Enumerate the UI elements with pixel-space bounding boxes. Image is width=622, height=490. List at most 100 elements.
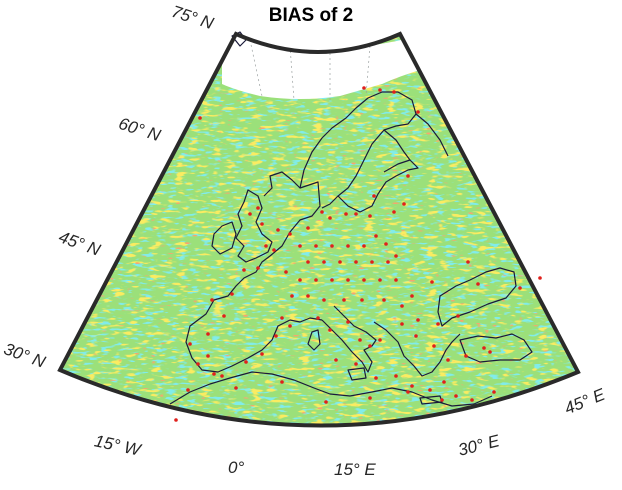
station-marker <box>328 216 332 220</box>
station-marker <box>428 388 432 392</box>
station-marker <box>354 260 358 264</box>
station-marker <box>430 280 434 284</box>
station-marker <box>416 318 420 322</box>
station-marker <box>400 304 404 308</box>
station-marker <box>206 354 210 358</box>
station-marker <box>274 334 278 338</box>
station-marker <box>338 260 342 264</box>
station-marker <box>368 214 372 218</box>
station-marker <box>394 374 398 378</box>
station-marker <box>244 360 248 364</box>
coastline-crete <box>419 395 443 405</box>
station-marker <box>280 380 284 384</box>
station-marker <box>248 212 252 216</box>
coastline-baltic <box>337 159 419 213</box>
station-marker <box>306 260 310 264</box>
station-marker <box>368 396 372 400</box>
station-marker <box>392 210 396 214</box>
station-marker <box>346 278 350 282</box>
station-marker <box>334 358 338 362</box>
station-marker <box>384 242 388 246</box>
coastline-balkans <box>373 321 461 377</box>
lon-label-0: 0° <box>228 458 245 477</box>
station-marker <box>242 268 246 272</box>
station-marker <box>492 390 496 394</box>
station-marker <box>298 244 302 248</box>
station-marker <box>290 294 294 298</box>
station-marker <box>432 344 436 348</box>
coastline-italy <box>321 305 377 373</box>
station-marker <box>466 260 470 264</box>
station-marker <box>314 244 318 248</box>
station-marker <box>382 298 386 302</box>
station-marker <box>322 298 326 302</box>
station-marker <box>488 350 492 354</box>
station-marker <box>276 228 280 232</box>
coastline-sicily <box>347 367 367 381</box>
station-marker <box>256 266 260 270</box>
coastline-scandinavia <box>299 91 417 209</box>
station-marker <box>442 380 446 384</box>
station-marker <box>354 362 358 366</box>
station-marker <box>320 210 324 214</box>
coastline-great-britain <box>235 189 273 263</box>
station-marker <box>464 354 468 358</box>
map-title: BIAS of 2 <box>268 5 354 26</box>
station-marker <box>362 244 366 248</box>
station-marker <box>538 276 542 280</box>
station-marker <box>330 244 334 248</box>
station-marker <box>288 232 292 236</box>
station-marker <box>328 328 332 332</box>
map-frame <box>57 31 581 428</box>
station-marker <box>372 194 376 198</box>
station-marker <box>374 376 378 380</box>
station-marker <box>314 278 318 282</box>
station-marker <box>212 372 216 376</box>
station-marker <box>482 346 486 350</box>
station-marker <box>234 386 238 390</box>
station-marker <box>410 384 414 388</box>
station-marker <box>362 86 366 90</box>
station-marker <box>346 320 350 324</box>
station-marker <box>260 222 264 226</box>
coastline-western-europe <box>185 171 323 373</box>
station-marker <box>358 338 362 342</box>
station-marker <box>174 418 178 422</box>
station-marker <box>306 294 310 298</box>
station-marker <box>344 212 348 216</box>
station-marker <box>280 316 284 320</box>
station-marker <box>518 286 522 290</box>
station-marker <box>222 314 226 318</box>
station-marker <box>386 260 390 264</box>
station-marker <box>288 324 292 328</box>
station-marker <box>470 398 474 402</box>
station-marker <box>260 352 264 356</box>
station-marker <box>368 344 372 348</box>
station-marker <box>436 322 440 326</box>
station-marker <box>378 88 382 92</box>
station-marker <box>330 278 334 282</box>
station-marker <box>410 294 414 298</box>
station-marker <box>374 234 378 238</box>
station-marker <box>354 212 358 216</box>
station-marker <box>256 206 260 210</box>
station-marker <box>188 342 192 346</box>
station-marker <box>272 248 276 252</box>
station-marker <box>406 390 410 394</box>
station-marker <box>220 374 224 378</box>
coastline-ireland <box>211 221 237 255</box>
coastline-anatolia <box>459 333 533 363</box>
station-marker <box>360 298 364 302</box>
station-marker <box>440 398 444 402</box>
station-marker <box>392 90 396 94</box>
station-marker <box>186 388 190 392</box>
coastline-black-sea <box>437 267 517 327</box>
station-marker <box>446 358 450 362</box>
station-marker <box>378 338 382 342</box>
station-marker <box>298 278 302 282</box>
station-marker <box>196 362 200 366</box>
station-marker <box>476 282 480 286</box>
station-marker <box>322 260 326 264</box>
